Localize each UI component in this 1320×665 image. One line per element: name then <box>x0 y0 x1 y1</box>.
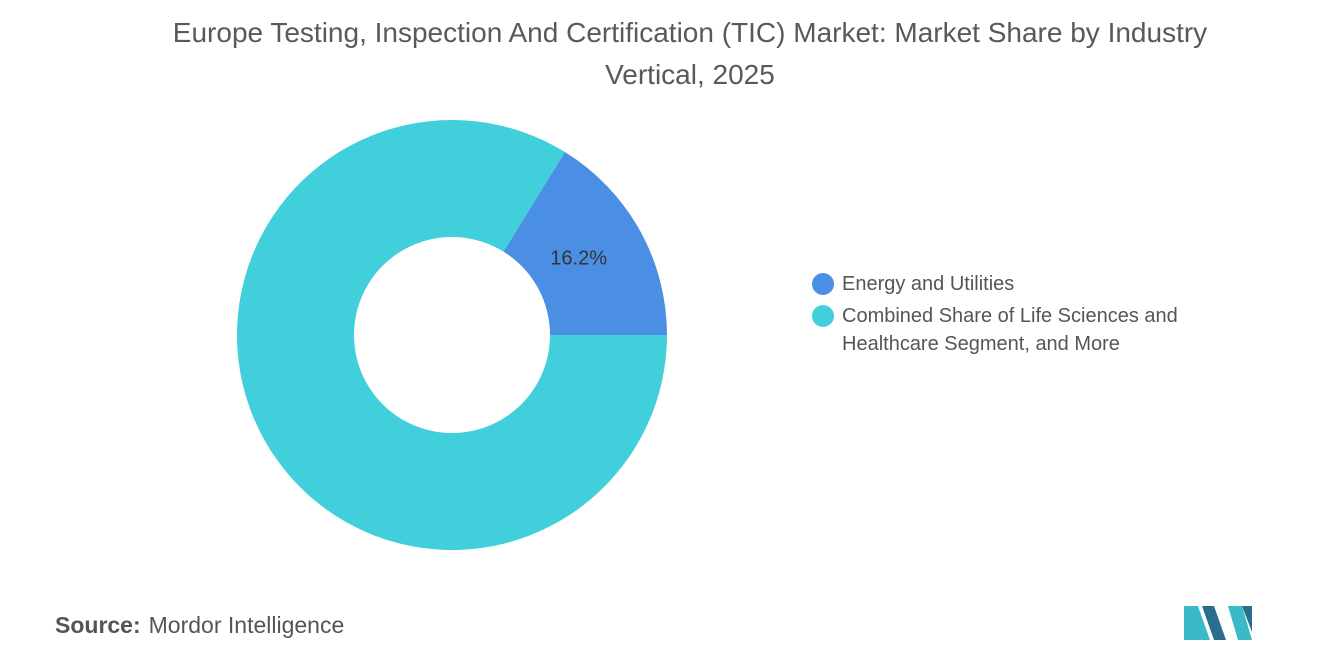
legend-label: Energy and Utilities <box>842 273 1015 295</box>
legend: Energy and Utilities Combined Share of Li… <box>812 270 1232 362</box>
legend-swatch <box>812 305 834 327</box>
legend-label: Combined Share of Life Sciences and Heal… <box>842 305 1178 355</box>
logo-part <box>1202 606 1226 640</box>
donut-slice <box>237 120 668 551</box>
data-label: 16.2% <box>550 248 607 270</box>
legend-swatch <box>812 273 834 295</box>
logo <box>1184 606 1252 640</box>
source-text: Mordor Intelligence <box>148 612 345 638</box>
source: Source: Mordor Intelligence <box>55 612 344 639</box>
legend-item: Energy and Utilities <box>812 270 1232 298</box>
chart-title: Europe Testing, Inspection And Certifica… <box>172 17 1208 90</box>
logo-part <box>1242 606 1252 632</box>
logo-part <box>1228 606 1252 640</box>
chart: 16.2% <box>237 120 668 551</box>
donut-slice <box>503 152 667 335</box>
source-label: Source: <box>55 612 141 638</box>
legend-item: Combined Share of Life Sciences and Heal… <box>812 302 1232 358</box>
logo-part <box>1184 606 1210 640</box>
